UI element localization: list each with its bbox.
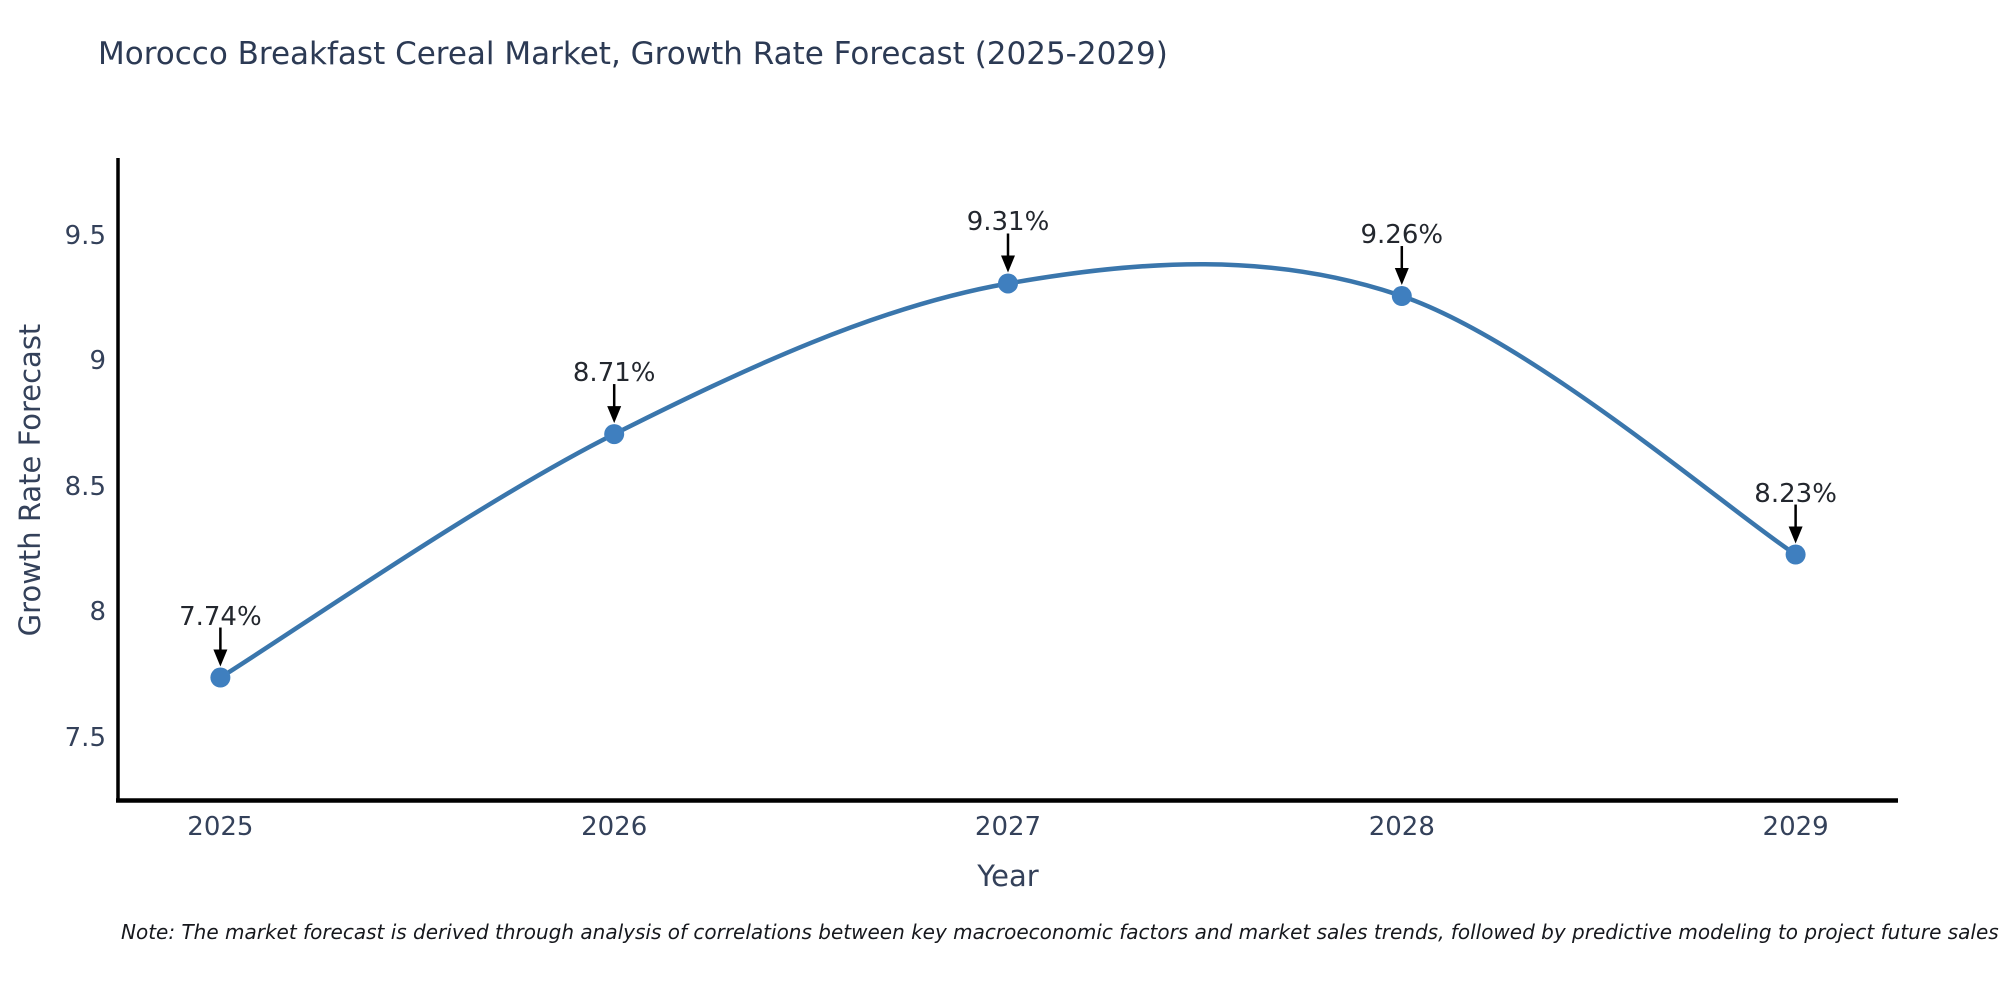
- chart-title: Morocco Breakfast Cereal Market, Growth …: [98, 36, 1168, 72]
- point-annotation-label: 7.74%: [179, 601, 262, 632]
- y-tick-label: 7.5: [64, 722, 106, 753]
- point-annotation-label: 8.71%: [572, 358, 656, 389]
- point-annotation-label: 9.31%: [966, 207, 1050, 238]
- x-tick-label: 2025: [187, 811, 254, 842]
- y-tick-label: 8: [89, 597, 106, 628]
- point-annotation-label: 9.26%: [1360, 220, 1444, 251]
- x-tick-label: 2029: [1762, 811, 1829, 842]
- x-tick-label: 2028: [1368, 811, 1435, 842]
- data-point-marker: [1785, 544, 1806, 565]
- y-tick-label: 9: [89, 346, 106, 377]
- x-axis-title: Year: [977, 859, 1039, 893]
- data-point-marker: [210, 667, 231, 688]
- annotation-arrowhead: [213, 649, 228, 667]
- forecast-line: [218, 261, 1798, 680]
- x-tick-label: 2027: [974, 811, 1042, 842]
- footnote: Note: The market forecast is derived thr…: [121, 920, 1999, 944]
- annotation-arrowhead: [1001, 255, 1015, 273]
- data-point-marker: [604, 424, 625, 445]
- point-annotation-label: 8.23%: [1754, 478, 1837, 509]
- annotation-arrowhead: [607, 406, 622, 424]
- data-point-marker: [1391, 286, 1412, 307]
- annotation-arrowhead: [1394, 268, 1409, 286]
- data-point-marker: [998, 273, 1018, 294]
- y-tick-label: 9.5: [64, 220, 106, 251]
- y-tick-label: 8.5: [64, 471, 106, 502]
- x-tick-label: 2026: [581, 811, 648, 842]
- annotation-arrowhead: [1788, 526, 1803, 544]
